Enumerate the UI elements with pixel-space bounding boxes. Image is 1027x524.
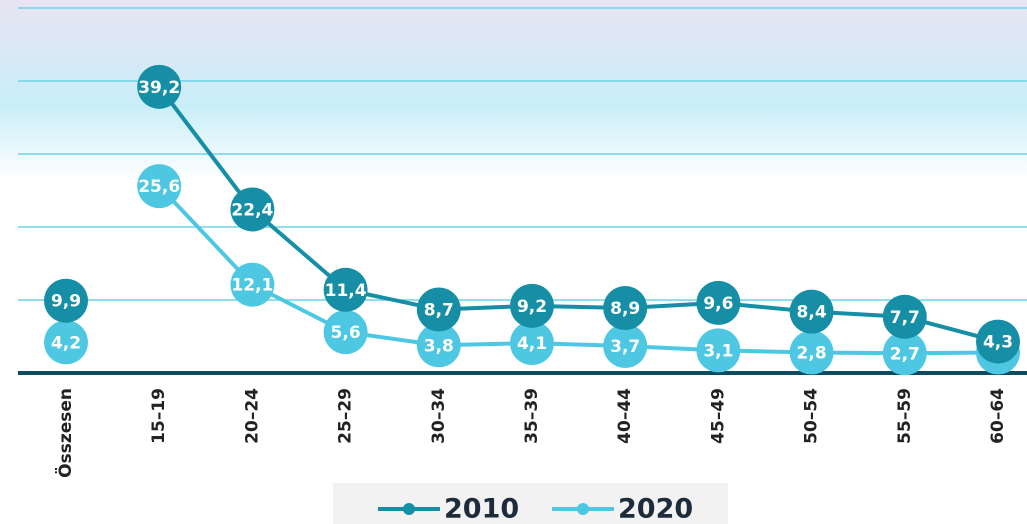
point	[976, 319, 1020, 364]
point	[137, 164, 182, 209]
point	[230, 262, 275, 307]
data-label: 3,7	[610, 337, 640, 357]
legend-box	[333, 483, 728, 524]
x-tick-label: 15–19	[149, 388, 169, 444]
data-label: 8,4	[797, 303, 827, 323]
point	[323, 310, 368, 355]
point	[510, 321, 554, 366]
point	[44, 320, 88, 365]
point	[696, 328, 741, 373]
data-label: 4,1	[517, 334, 547, 354]
legend-marker	[577, 503, 589, 515]
point	[510, 283, 554, 328]
background	[0, 0, 1027, 300]
data-label: 2,8	[797, 344, 827, 364]
data-label: 12,1	[231, 276, 273, 296]
data-label: 4,2	[51, 333, 81, 353]
x-tick-label: 50–54	[802, 388, 822, 444]
point	[416, 323, 461, 368]
x-tick-label: 25–29	[336, 388, 356, 444]
point	[603, 286, 648, 331]
line-segment	[157, 184, 254, 287]
point	[230, 187, 275, 232]
point	[882, 331, 927, 376]
data-label: 25,6	[138, 177, 180, 197]
line-segment	[157, 85, 254, 211]
data-label: 11,4	[325, 281, 367, 301]
legend-label: 2010	[444, 494, 519, 524]
point	[323, 267, 368, 312]
legend-label: 2020	[618, 494, 693, 524]
data-label: 5,6	[331, 323, 361, 343]
data-label: 8,7	[424, 300, 454, 320]
x-tick-label: Összesen	[54, 388, 76, 478]
x-tick-label: 45–49	[708, 388, 728, 444]
data-label: 8,9	[610, 299, 640, 319]
data-label: 7,7	[890, 308, 920, 328]
point	[416, 287, 461, 332]
data-label: 3,1	[703, 341, 733, 361]
data-label: 22,4	[231, 200, 273, 220]
point	[696, 280, 741, 325]
x-tick-label: 60–64	[988, 388, 1008, 444]
data-label: 39,2	[138, 78, 180, 98]
x-tick-label: 40–44	[615, 388, 635, 444]
data-label: 2,7	[890, 344, 920, 364]
x-tick-label: 35–39	[522, 388, 542, 444]
point	[882, 294, 927, 339]
point	[789, 330, 834, 375]
legend-marker	[403, 503, 415, 515]
x-tick-label: 55–59	[895, 388, 915, 444]
data-label: 4,3	[983, 333, 1013, 353]
data-label: 3,8	[424, 336, 454, 356]
data-label: 9,9	[51, 292, 81, 312]
point	[137, 64, 182, 109]
point	[789, 289, 834, 334]
data-label: 9,2	[517, 297, 547, 317]
data-label: 9,6	[703, 294, 733, 314]
point	[603, 323, 648, 368]
x-tick-label: 20–24	[242, 388, 262, 444]
point	[44, 278, 88, 323]
x-tick-label: 30–34	[429, 388, 449, 444]
